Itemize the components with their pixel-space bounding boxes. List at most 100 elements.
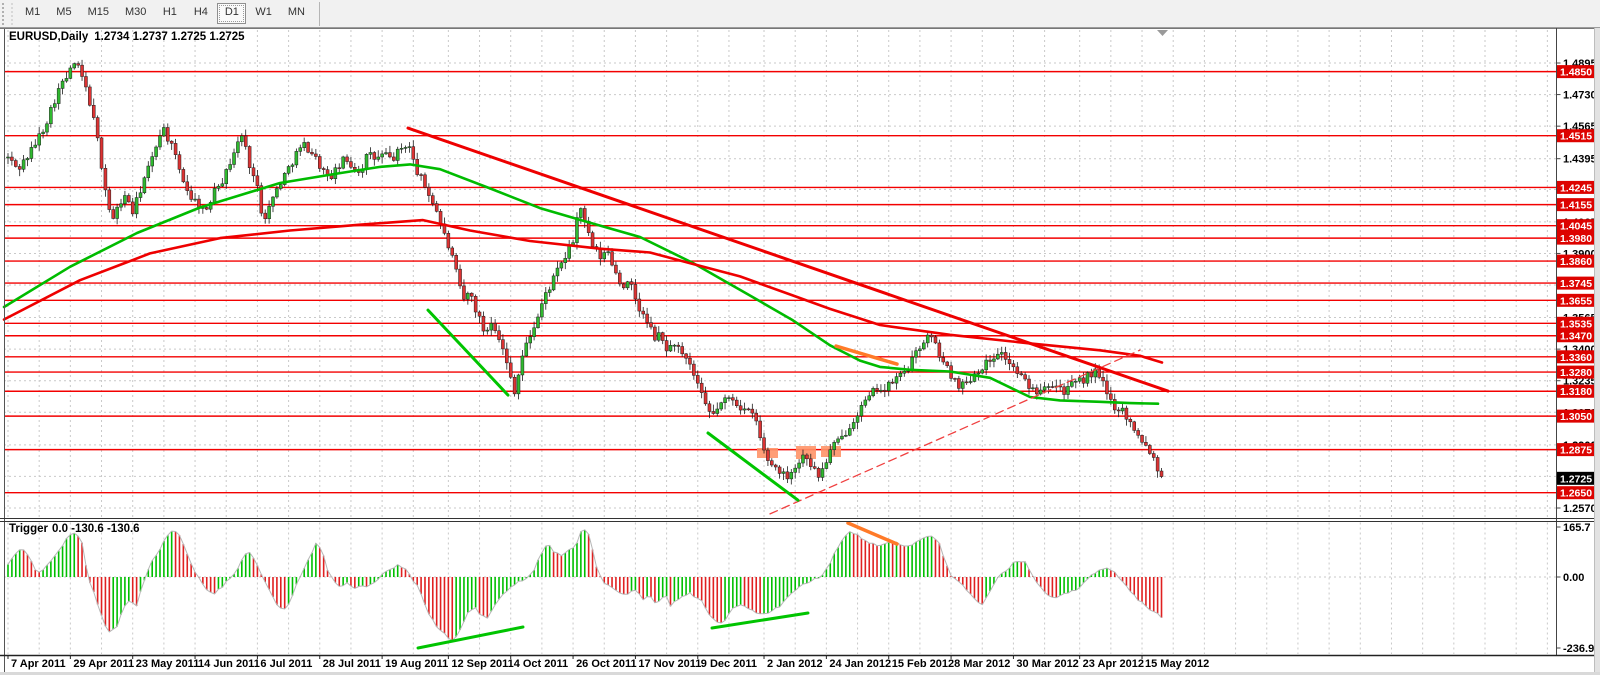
level-badge — [1557, 276, 1595, 290]
date-label: 17 Nov 2011 — [638, 658, 701, 670]
timeframe-button-W1[interactable]: W1 — [255, 6, 272, 18]
right-scrollbar[interactable] — [1594, 28, 1600, 675]
date-label: 15 Feb 2012 — [892, 658, 954, 670]
histogram-green-segment-2 — [710, 611, 810, 630]
timeframe-button-D1[interactable]: D1 — [217, 3, 247, 24]
candlesticks — [6, 59, 1164, 485]
level-badge-label: 1.3050 — [1560, 411, 1592, 423]
price-tick-label: 1.4730 — [1563, 90, 1597, 102]
orange-trend-segment — [834, 344, 899, 366]
date-label: 4 Oct 2011 — [514, 658, 568, 670]
level-badge — [1557, 350, 1595, 364]
date-label: 26 Oct 2011 — [576, 658, 637, 670]
date-label: 2 Jan 2012 — [767, 658, 823, 670]
level-badge — [1557, 365, 1595, 379]
date-label: 7 Apr 2011 — [11, 658, 66, 670]
date-label: 30 Mar 2012 — [1016, 658, 1078, 670]
timeframe-button-H1[interactable]: H1 — [162, 6, 177, 18]
bottom-window-edge — [0, 672, 1600, 675]
timeframe-button-H4[interactable]: H4 — [193, 6, 208, 18]
level-badge-label: 1.4850 — [1560, 67, 1592, 79]
level-badge-label: 1.4515 — [1560, 131, 1592, 143]
timeframe-toolbar: M1 M5 M15 M30 H1 H4 D1 W1 MN — [0, 0, 1600, 28]
date-label: 23 May 2011 — [136, 658, 200, 670]
date-label: 24 Jan 2012 — [829, 658, 891, 670]
level-badge — [1557, 129, 1595, 143]
price-tick-label: 1.4395 — [1563, 154, 1597, 166]
level-badge — [1557, 486, 1595, 500]
level-badge-label: 1.2875 — [1560, 445, 1592, 457]
level-badge-label: 1.2650 — [1560, 488, 1592, 500]
level-badge — [1557, 65, 1595, 79]
current-price-label: 1.2725 — [1560, 473, 1592, 485]
indicator-tick-label: 0.00 — [1563, 572, 1584, 584]
green-support-segment-2 — [706, 431, 800, 502]
timeframe-button-M15[interactable]: M15 — [87, 6, 109, 18]
level-badge-label: 1.3360 — [1560, 352, 1592, 364]
ma-slow-red — [2, 218, 1164, 364]
toolbar-separator — [318, 1, 320, 26]
date-label: 29 Apr 2011 — [73, 658, 134, 670]
level-badge-label: 1.3180 — [1560, 386, 1592, 398]
indicator-histogram — [7, 521, 1163, 650]
level-badge-label: 1.3535 — [1560, 318, 1592, 330]
moving-averages — [2, 163, 1164, 406]
timeframe-button-MN[interactable]: MN — [287, 6, 305, 18]
level-badge-label: 1.4045 — [1560, 221, 1592, 233]
level-badge — [1557, 254, 1595, 268]
timeframe-button-M5[interactable]: M5 — [56, 6, 72, 18]
level-badge-label: 1.3860 — [1560, 256, 1592, 268]
level-badge-label: 1.3280 — [1560, 367, 1592, 379]
grid-lines — [4, 30, 1557, 654]
level-badge — [1557, 316, 1595, 330]
chart-shift-marker — [1157, 30, 1168, 36]
level-badge-label: 1.4245 — [1560, 182, 1592, 194]
date-label: 15 May 2012 — [1145, 658, 1209, 670]
level-badge — [1557, 293, 1595, 307]
date-label: 23 Apr 2012 — [1083, 658, 1144, 670]
toolbar-grip-handle[interactable] — [2, 2, 13, 25]
level-badge-label: 1.3655 — [1560, 295, 1592, 307]
chart-title: EURUSD,Daily 1.2734 1.2737 1.2725 1.2725 — [9, 31, 245, 43]
level-badge — [1557, 329, 1595, 343]
level-badge — [1557, 180, 1595, 194]
price-tick-label: 1.3235 — [1563, 376, 1597, 388]
axes: 1.48951.47301.45651.43951.42351.40651.39… — [0, 28, 1600, 673]
green-support-segment-1 — [426, 308, 510, 397]
histogram-orange-segment — [846, 521, 899, 546]
indicator-label: Trigger 0.0 -130.6 -130.6 — [9, 523, 140, 535]
price-tick-label: 1.2570 — [1563, 503, 1597, 515]
level-badge — [1557, 219, 1595, 233]
indicator-name: Trigger — [9, 523, 48, 535]
date-label: 14 Jun 2011 — [198, 658, 260, 670]
current-price-badge — [1557, 471, 1595, 485]
level-badge — [1557, 198, 1595, 212]
indicator-tick-label: 165.7 — [1563, 522, 1591, 534]
symbol-period-label: EURUSD,Daily — [9, 31, 89, 43]
trendlines[interactable] — [406, 30, 1170, 515]
horizontal-level-lines — [4, 70, 1557, 494]
date-label: 19 Aug 2011 — [385, 658, 448, 670]
level-badge-label: 1.3980 — [1560, 233, 1592, 245]
level-badge — [1557, 231, 1595, 245]
level-badge-label: 1.3745 — [1560, 278, 1592, 290]
level-badge — [1557, 409, 1595, 423]
date-label: 12 Sep 2011 — [451, 658, 513, 670]
descending-trendline — [406, 126, 1170, 393]
level-badge — [1557, 384, 1595, 398]
timeframe-button-M30[interactable]: M30 — [124, 6, 147, 18]
histogram-envelope — [7, 529, 1162, 642]
level-badge — [1557, 443, 1595, 457]
date-label: 6 Jul 2011 — [260, 658, 312, 670]
date-label: 9 Dec 2011 — [701, 658, 757, 670]
level-badge-label: 1.3470 — [1560, 331, 1592, 343]
indicator-tick-label: -236.9 — [1563, 643, 1594, 655]
histogram-green-segment-1 — [416, 625, 525, 650]
date-label: 8 Mar 2012 — [954, 658, 1010, 670]
level-badge-label: 1.4155 — [1560, 200, 1592, 212]
timeframe-button-M1[interactable]: M1 — [25, 6, 41, 18]
indicator-values: 0.0 -130.6 -130.6 — [51, 523, 140, 535]
ohlc-quotes: 1.2734 1.2737 1.2725 1.2725 — [94, 31, 245, 43]
